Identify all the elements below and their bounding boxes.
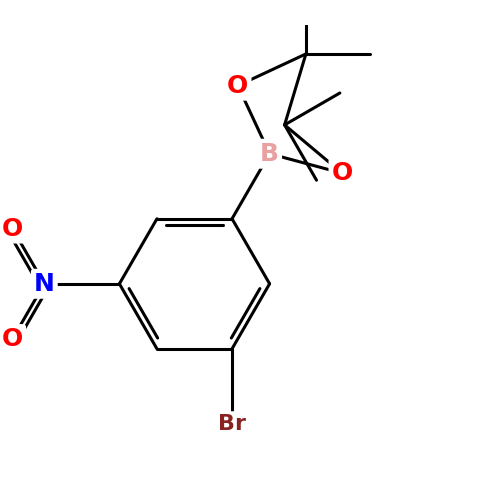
Text: N: N <box>34 272 55 296</box>
Text: B: B <box>260 142 279 166</box>
Text: Br: Br <box>218 414 246 434</box>
Text: O: O <box>332 161 352 185</box>
Text: O: O <box>227 74 248 98</box>
Text: O: O <box>2 216 23 240</box>
Text: O: O <box>2 327 23 351</box>
